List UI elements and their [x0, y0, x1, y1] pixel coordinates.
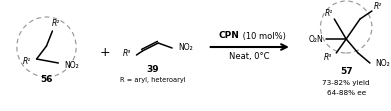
Text: 56: 56	[40, 74, 53, 83]
Text: NO₂: NO₂	[179, 44, 193, 53]
Text: (10 mol%): (10 mol%)	[240, 32, 286, 41]
Text: R¹: R¹	[23, 57, 31, 66]
Text: O₂N: O₂N	[308, 35, 323, 44]
Text: 57: 57	[340, 66, 352, 75]
Text: R²: R²	[374, 3, 382, 12]
Text: 39: 39	[146, 64, 159, 73]
Text: 73-82% yield: 73-82% yield	[322, 80, 370, 86]
Text: CPN: CPN	[219, 32, 240, 41]
Text: Neat, 0°C: Neat, 0°C	[230, 53, 270, 61]
Text: R = aryl, heteroaryl: R = aryl, heteroaryl	[120, 77, 185, 83]
Text: NO₂: NO₂	[64, 60, 79, 69]
Text: NO₂: NO₂	[375, 58, 390, 67]
Text: R²: R²	[52, 20, 61, 29]
Text: 64-88% ee: 64-88% ee	[326, 90, 366, 96]
Text: R³: R³	[122, 50, 131, 58]
Text: R³: R³	[324, 54, 332, 62]
Text: R¹: R¹	[325, 10, 334, 19]
Text: +: +	[100, 47, 110, 59]
